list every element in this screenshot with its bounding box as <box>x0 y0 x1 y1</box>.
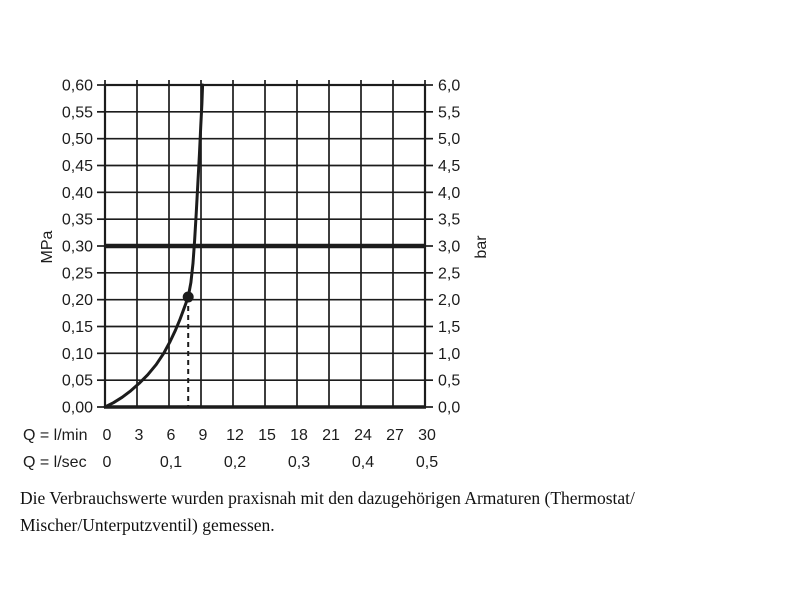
y-left-unit-label: MPa <box>39 230 56 263</box>
data-point <box>182 291 194 303</box>
y-left-tick-label: 0,40 <box>62 185 93 202</box>
y-left-tick-label: 0,05 <box>62 373 93 390</box>
x-lsec-tick-label: 0,2 <box>224 454 246 471</box>
y-right-tick-label: 6,0 <box>438 78 460 95</box>
x-lmin-tick-label: 27 <box>386 427 404 444</box>
x-lmin-tick-label: 12 <box>226 427 244 444</box>
caption-line-2: Mischer/Unterputzventil) gemessen. <box>20 515 275 535</box>
y-axis-unit-labels: MPa bar <box>39 230 490 263</box>
y-right-tick-label: 5,5 <box>438 104 460 121</box>
y-right-tick-label: 3,5 <box>438 212 460 229</box>
y-left-tick-label: 0,20 <box>62 292 93 309</box>
y-left-tick-label: 0,50 <box>62 131 93 148</box>
x-lsec-tick-labels: 0 0,1 0,2 0,3 0,4 0,5 <box>103 454 439 471</box>
x-axis-row-labels: Q = l/min Q = l/sec <box>23 427 87 471</box>
y-left-tick-label: 0,25 <box>62 265 93 282</box>
y-right-tick-label: 4,5 <box>438 158 460 175</box>
x-lmin-tick-label: 0 <box>103 427 112 444</box>
y-left-tick-label: 0,30 <box>62 239 93 256</box>
y-right-unit-label: bar <box>473 235 490 259</box>
y-right-tick-labels: 0,0 0,5 1,0 1,5 2,0 2,5 3,0 3,5 4,0 4,5 5,0 5,5 6,0 <box>438 78 460 417</box>
x-lmin-tick-label: 21 <box>322 427 340 444</box>
x-lsec-tick-label: 0,5 <box>416 454 438 471</box>
y-left-tick-label: 0,10 <box>62 346 93 363</box>
x-lmin-tick-label: 15 <box>258 427 276 444</box>
y-right-tick-label: 4,0 <box>438 185 460 202</box>
x-lsec-tick-label: 0 <box>103 454 112 471</box>
y-right-tick-label: 1,0 <box>438 346 460 363</box>
x-lsec-tick-label: 0,1 <box>160 454 182 471</box>
x-lmin-tick-labels: 0 3 6 9 12 15 18 21 24 27 30 <box>103 427 436 444</box>
y-right-tick-label: 0,5 <box>438 373 460 390</box>
x-lmin-tick-label: 30 <box>418 427 436 444</box>
flow-pressure-chart: 0,000,050,100,150,200,250,300,350,400,45… <box>23 78 490 472</box>
caption-line-1: Die Verbrauchswerte wurden praxisnah mit… <box>20 488 635 508</box>
x-lsec-tick-label: 0,4 <box>352 454 374 471</box>
y-right-tick-label: 1,5 <box>438 319 460 336</box>
x-lmin-tick-label: 6 <box>167 427 176 444</box>
y-left-tick-label: 0,35 <box>62 212 93 229</box>
x-lmin-tick-label: 24 <box>354 427 372 444</box>
y-left-tick-label: 0,60 <box>62 78 93 95</box>
x-axis-unit-lsec: Q = l/sec <box>23 454 87 471</box>
y-left-tick-label: 0,00 <box>62 400 93 417</box>
y-right-tick-label: 2,5 <box>438 265 460 282</box>
y-right-tick-label: 2,0 <box>438 292 460 309</box>
y-left-tick-labels: 0,00 0,05 0,10 0,15 0,20 0,25 0,30 0,35 0,40 0,45… <box>62 78 93 417</box>
grid-lines <box>104 80 426 408</box>
x-lsec-tick-label: 0,3 <box>288 454 310 471</box>
y-right-tick-label: 0,0 <box>438 400 460 417</box>
y-right-tick-label: 3,0 <box>438 239 460 256</box>
x-lmin-tick-label: 18 <box>290 427 308 444</box>
axis-ticks <box>97 84 433 408</box>
y-left-tick-label: 0,55 <box>62 104 93 121</box>
y-left-tick-label: 0,15 <box>62 319 93 336</box>
x-lmin-tick-label: 3 <box>135 427 144 444</box>
x-axis-unit-lmin: Q = l/min <box>23 427 87 444</box>
y-left-tick-label: 0,45 <box>62 158 93 175</box>
flow-curve <box>103 83 205 409</box>
y-right-tick-label: 5,0 <box>438 131 460 148</box>
data-point-marker <box>182 291 194 303</box>
x-lmin-tick-label: 9 <box>199 427 208 444</box>
caption: Die Verbrauchswerte wurden praxisnah mit… <box>20 485 760 539</box>
